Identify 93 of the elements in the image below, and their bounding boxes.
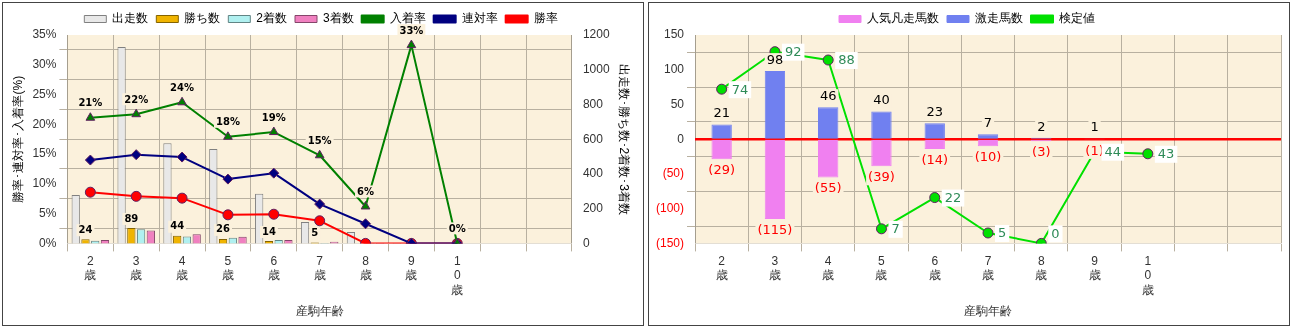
x-tick-label: 9歳 xyxy=(1088,253,1101,283)
x-tick-label: 4歳 xyxy=(176,253,189,283)
y2-tick-label: 800 xyxy=(582,96,604,111)
x-tick-label: 2歳 xyxy=(84,253,97,283)
legend-label: 人気凡走馬数 xyxy=(867,11,939,26)
data-label: (10) xyxy=(974,149,1002,165)
y-tick-label: (50) xyxy=(662,166,685,181)
y2-tick-label: 400 xyxy=(582,166,604,181)
data-label: 88 xyxy=(838,52,855,68)
y-tick-label: 5% xyxy=(39,205,57,220)
data-label: 24 xyxy=(78,223,93,235)
legend-label: 検定値 xyxy=(1059,11,1095,26)
legend-label: 3着数 xyxy=(323,11,354,26)
data-label: 1 xyxy=(1090,119,1099,135)
data-label: 0 xyxy=(1051,225,1060,241)
data-label: 21% xyxy=(78,97,103,109)
data-label: 40 xyxy=(873,92,890,108)
x-tick-label: 6歳 xyxy=(267,253,280,283)
x-tick-label: 5歳 xyxy=(221,253,234,283)
y-tick-label: 25% xyxy=(32,86,57,101)
y-tick-label: (150) xyxy=(656,235,685,250)
x-tick-label: 9歳 xyxy=(405,253,418,283)
y-tick-label: 150 xyxy=(663,27,685,42)
data-label: 24% xyxy=(170,81,195,93)
y-tick-label: 30% xyxy=(32,57,57,72)
data-label: 7 xyxy=(891,221,900,237)
x-axis-title: 産駒年齢 xyxy=(295,304,344,319)
data-label: 19% xyxy=(261,111,286,123)
data-label: 22% xyxy=(124,93,149,105)
y-tick-label: 100 xyxy=(663,62,685,77)
y-tick-label: 20% xyxy=(32,116,57,131)
data-label: 21 xyxy=(713,105,730,121)
data-label: (115) xyxy=(757,221,793,237)
data-label: 18% xyxy=(215,116,240,128)
data-label: 6% xyxy=(357,186,375,198)
data-label: (3) xyxy=(1032,144,1051,160)
data-label: 5 xyxy=(311,227,319,239)
y2-tick-label: 600 xyxy=(582,131,604,146)
data-label: 23 xyxy=(926,104,944,120)
legend-label: 2着数 xyxy=(256,11,288,26)
data-label: 14 xyxy=(261,225,276,237)
y-tick-label: 35% xyxy=(32,27,57,42)
data-label: 0% xyxy=(448,222,466,234)
data-label: 26 xyxy=(216,223,231,235)
data-label: 33% xyxy=(399,24,424,36)
x-tick-label: 3歳 xyxy=(768,253,781,283)
y-axis-title: 勝率･連対率･入着率(%) xyxy=(10,75,25,203)
x-tick-label: 8歳 xyxy=(1035,253,1048,283)
x-tick-label: 3歳 xyxy=(130,253,143,283)
data-label: 74 xyxy=(731,81,749,97)
y-tick-label: 15% xyxy=(32,146,57,161)
data-label: (55) xyxy=(814,180,842,196)
y2-tick-label: 1200 xyxy=(582,27,610,42)
x-tick-label: 5歳 xyxy=(875,253,888,283)
y-tick-label: 0% xyxy=(39,235,57,250)
data-label: 2 xyxy=(1037,118,1046,134)
data-label: 15% xyxy=(307,134,332,146)
data-label: (14) xyxy=(921,151,949,167)
x-tick-label: 10歳 xyxy=(451,253,464,297)
x-tick-label: 10歳 xyxy=(1141,253,1154,297)
data-label: 44 xyxy=(1104,144,1122,160)
data-label: (29) xyxy=(708,162,735,178)
data-label: 98 xyxy=(766,52,784,67)
x-tick-label: 2歳 xyxy=(715,253,728,283)
legend-label: 勝ち数 xyxy=(184,11,221,26)
y2-tick-label: 200 xyxy=(582,200,604,215)
x-axis-title: 産駒年齢 xyxy=(964,304,1013,319)
legend-label: 入着率 xyxy=(389,11,426,26)
y2-axis-title: 出走数･勝ち数･2着数･3着数 xyxy=(617,63,632,215)
data-label: 43 xyxy=(1157,146,1175,162)
data-label: 44 xyxy=(170,220,185,232)
legend-label: 勝率 xyxy=(533,11,558,26)
data-label: 46 xyxy=(819,88,837,104)
x-tick-label: 8歳 xyxy=(359,253,372,283)
x-tick-label: 7歳 xyxy=(982,253,995,283)
y-tick-label: 50 xyxy=(670,96,685,111)
data-label: 5 xyxy=(998,225,1007,241)
data-label: 92 xyxy=(784,44,802,60)
y-tick-label: 10% xyxy=(32,176,57,191)
y-tick-label: (100) xyxy=(656,200,685,215)
legend-label: 激走馬数 xyxy=(975,11,1023,26)
data-label: 89 xyxy=(124,212,139,224)
data-label: 22 xyxy=(944,189,962,205)
y2-tick-label: 0 xyxy=(582,235,590,250)
legend-label: 連対率 xyxy=(461,11,498,26)
y2-tick-label: 1000 xyxy=(582,62,610,77)
x-tick-label: 4歳 xyxy=(822,253,835,283)
legend-label: 出走数 xyxy=(112,11,149,26)
x-tick-label: 7歳 xyxy=(313,253,326,283)
data-label: 7 xyxy=(983,115,993,131)
data-label: (39) xyxy=(868,169,895,185)
y-tick-label: 0 xyxy=(677,131,685,146)
x-tick-label: 6歳 xyxy=(928,253,941,283)
